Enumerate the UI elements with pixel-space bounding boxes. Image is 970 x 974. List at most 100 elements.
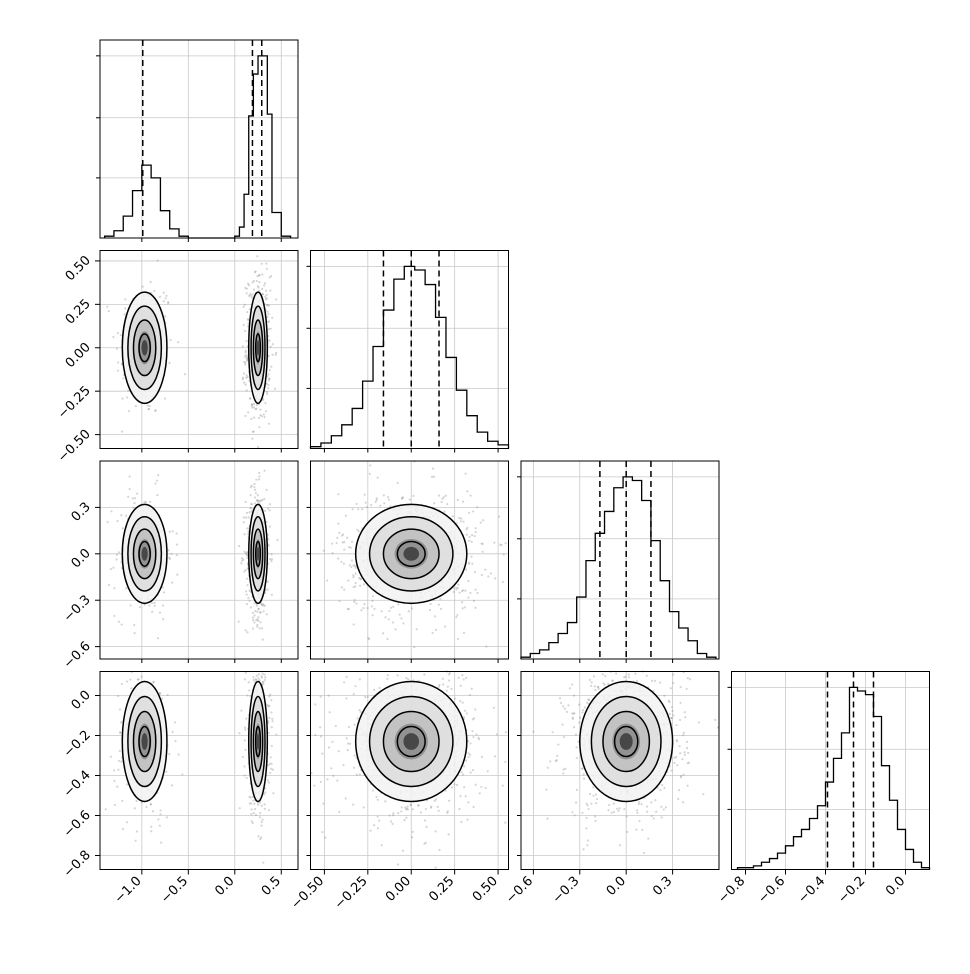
x-tick-label: −0.50 [288,874,327,913]
sample-point [171,530,174,533]
sample-point [265,390,269,394]
sample-point [551,731,554,734]
sample-point [258,679,261,682]
sample-point [370,605,373,608]
sample-point [244,568,247,572]
sample-point [429,602,432,605]
density-level [403,733,420,750]
sample-point [383,502,386,505]
sample-point [158,611,162,614]
sample-point [264,295,267,298]
sample-point [250,808,253,811]
sample-point [601,673,604,676]
sample-point [166,693,169,697]
sample-point [349,742,352,745]
sample-point [557,743,560,746]
sample-point [586,701,589,704]
sample-point [407,678,410,681]
sample-point [565,710,569,713]
sample-point [618,807,621,810]
sample-point [251,616,255,619]
sample-point [253,802,256,805]
sample-point [167,549,170,552]
sample-point [466,526,469,529]
sample-point [270,593,273,596]
sample-point [265,289,268,292]
sample-point [156,494,159,497]
sample-point [126,680,129,683]
sample-point [255,499,259,502]
sample-point [374,500,377,503]
sample-point [252,403,256,406]
sample-point [592,794,595,797]
sample-point [461,500,465,503]
sample-point [261,603,265,606]
sample-point [597,685,600,688]
sample-point [260,804,263,807]
sample-point [130,687,133,690]
sample-point [257,677,260,680]
sample-point [460,601,464,604]
sample-point [582,708,585,712]
sample-point [573,712,576,715]
sample-point [250,813,253,816]
sample-point [324,836,327,839]
sample-point [355,502,358,506]
sample-point [477,736,480,739]
sample-point [444,494,447,497]
sample-point [424,841,427,844]
sample-point [376,815,379,818]
sample-point [261,672,264,675]
sample-point [265,293,268,296]
sample-point [401,849,405,852]
sample-point [246,527,249,530]
sample-point [125,587,128,590]
sample-point [571,716,574,719]
sample-point [429,806,433,809]
sample-point [461,589,464,593]
sample-point [120,682,124,686]
sample-point [563,707,567,710]
sample-point [597,687,600,691]
sample-point [624,675,627,678]
sample-point [472,735,475,739]
histogram-step [103,55,292,239]
sample-point [265,267,268,270]
contour-line [132,319,157,377]
sample-point [244,551,248,554]
sample-point [257,478,261,481]
sample-point [242,372,246,375]
sample-point [411,808,414,811]
contour-line [132,528,157,580]
sample-point [680,774,683,778]
sample-point [254,610,257,613]
sample-point [246,310,249,314]
sample-point [473,717,476,720]
sample-point [243,726,247,729]
density-level [141,546,148,561]
sample-point [564,767,567,770]
sample-point [581,767,585,770]
sample-point [262,680,265,683]
sample-point [253,486,256,489]
sample-point [246,354,249,357]
sample-point [124,514,128,517]
sample-point [667,699,670,702]
sample-point [434,798,438,801]
sample-point [473,534,476,538]
sample-point [437,494,441,497]
sample-point [265,488,268,491]
sample-point [270,699,273,702]
sample-point [153,604,156,608]
sample-point [468,693,472,697]
sample-point [679,776,683,779]
sample-point [567,704,570,707]
sample-point [437,603,440,606]
sample-point [456,637,460,641]
sample-point [165,816,169,819]
sample-point [113,614,116,618]
y-tick-label: −0.6 [61,639,94,672]
sample-point [585,827,588,830]
sample-point [321,752,324,755]
sample-point [687,761,691,764]
